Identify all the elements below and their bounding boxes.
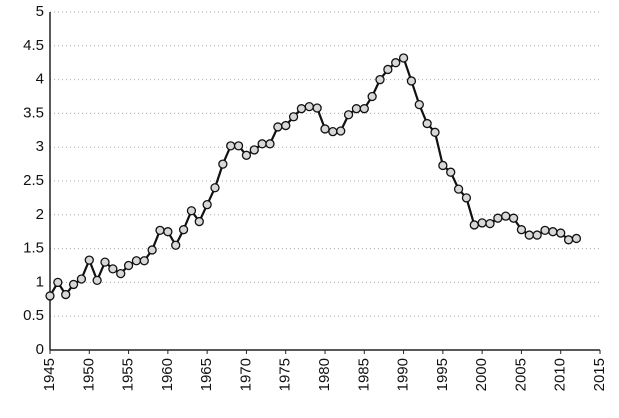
x-tick-label: 2010 xyxy=(552,358,569,391)
marker xyxy=(501,211,511,221)
x-tick-label: 1945 xyxy=(41,358,58,391)
marker xyxy=(61,289,71,300)
marker xyxy=(312,103,322,113)
marker xyxy=(68,279,79,290)
y-tick-label: 2.5 xyxy=(23,172,44,189)
marker xyxy=(147,245,157,255)
x-tick-label: 1965 xyxy=(198,358,215,391)
marker xyxy=(359,104,369,114)
marker xyxy=(281,120,291,131)
marker xyxy=(548,227,558,237)
marker xyxy=(383,64,393,75)
marker xyxy=(414,99,424,110)
marker xyxy=(398,53,409,63)
marker xyxy=(123,260,134,271)
marker xyxy=(116,268,126,279)
y-tick-label: 5 xyxy=(36,3,44,20)
marker xyxy=(76,274,87,284)
marker xyxy=(171,240,181,250)
y-tick-label: 4 xyxy=(36,71,44,88)
marker xyxy=(296,104,307,114)
marker xyxy=(202,200,212,210)
marker xyxy=(477,218,487,228)
marker xyxy=(155,225,165,235)
marker xyxy=(53,277,63,288)
y-tick-label: 0.5 xyxy=(23,307,44,324)
marker xyxy=(226,141,236,151)
marker xyxy=(194,216,204,227)
marker xyxy=(131,256,142,266)
x-tick-label: 2015 xyxy=(591,358,608,391)
marker xyxy=(336,126,346,136)
y-tick-label: 2 xyxy=(36,206,44,223)
y-tick-label: 0 xyxy=(36,341,44,358)
x-tick-label: 1955 xyxy=(120,358,137,391)
x-tick-label: 1985 xyxy=(355,358,372,391)
marker xyxy=(508,213,519,223)
marker xyxy=(367,91,377,102)
marker xyxy=(45,291,55,301)
marker xyxy=(139,256,149,266)
x-tick-label: 1995 xyxy=(434,358,451,391)
x-tick-label: 2000 xyxy=(473,358,490,391)
x-tick-label: 1975 xyxy=(277,358,294,391)
marker xyxy=(532,230,542,240)
x-tick-label: 1970 xyxy=(237,358,254,391)
y-tick-label: 3.5 xyxy=(23,104,44,121)
marker xyxy=(328,127,338,137)
marker xyxy=(241,150,252,160)
line xyxy=(49,56,577,297)
marker xyxy=(304,101,314,112)
marker xyxy=(391,58,401,68)
marker xyxy=(218,159,228,169)
y-tick-label: 1.5 xyxy=(23,240,44,257)
marker xyxy=(257,139,267,149)
marker xyxy=(249,145,259,155)
marker xyxy=(453,184,464,194)
marker xyxy=(375,74,385,85)
marker xyxy=(233,141,244,151)
x-tick-label: 1950 xyxy=(80,358,97,391)
marker xyxy=(84,255,94,265)
marker xyxy=(524,230,534,240)
marker xyxy=(516,225,527,235)
marker xyxy=(493,213,503,223)
marker xyxy=(343,110,354,120)
marker xyxy=(461,193,472,203)
marker xyxy=(288,112,299,122)
marker xyxy=(540,225,550,235)
x-tick-label: 2005 xyxy=(512,358,529,391)
marker xyxy=(571,233,582,244)
marker xyxy=(210,183,220,193)
y-tick-label: 1 xyxy=(36,273,44,290)
marker xyxy=(273,122,283,132)
marker xyxy=(406,76,417,86)
marker xyxy=(430,127,440,137)
marker xyxy=(446,167,456,177)
marker xyxy=(100,257,110,267)
marker xyxy=(163,227,173,237)
x-tick-label: 1960 xyxy=(159,358,176,391)
marker xyxy=(438,160,448,171)
marker xyxy=(422,118,432,129)
marker xyxy=(265,139,275,149)
marker xyxy=(556,228,566,238)
marker xyxy=(469,220,479,230)
marker xyxy=(92,275,102,286)
marker xyxy=(485,218,495,229)
marker xyxy=(320,124,330,134)
y-tick-label: 4.5 xyxy=(23,37,44,54)
y-tick-label: 3 xyxy=(36,138,44,155)
x-tick-label: 1990 xyxy=(395,358,412,391)
marker xyxy=(186,206,197,216)
marker xyxy=(351,104,362,114)
marker xyxy=(178,225,189,235)
marker xyxy=(108,264,118,274)
marker xyxy=(563,235,574,245)
x-tick-label: 1980 xyxy=(316,358,333,391)
